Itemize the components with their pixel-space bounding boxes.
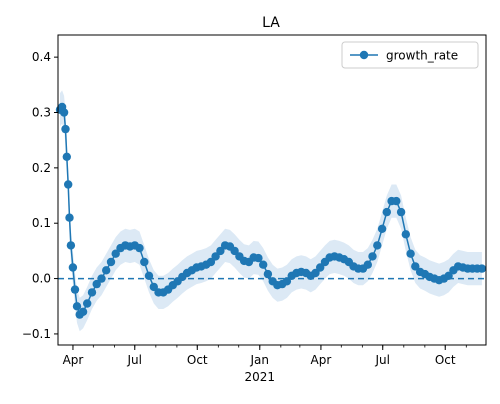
data-point <box>444 271 453 280</box>
data-point <box>363 260 372 269</box>
legend-marker <box>359 50 369 60</box>
x-tick-label: Oct <box>435 353 456 367</box>
data-point <box>477 264 487 273</box>
data-point <box>68 263 78 272</box>
y-tick-label: 0.1 <box>32 216 51 230</box>
legend-box <box>341 41 479 69</box>
data-point <box>140 257 149 267</box>
confidence-band-area <box>60 90 482 332</box>
data-point <box>149 282 158 292</box>
legend-label: growth_rate <box>386 49 458 63</box>
y-tick-label: 0.3 <box>32 106 51 120</box>
data-point <box>377 224 387 233</box>
x-tick-label: Jan <box>250 353 270 367</box>
data-point <box>392 196 401 206</box>
data-point <box>311 268 320 278</box>
data-point <box>92 279 101 289</box>
data-point <box>59 108 69 117</box>
x-tick-label: Oct <box>187 353 208 367</box>
data-point <box>72 302 82 311</box>
y-tick-label: 0.4 <box>32 50 51 64</box>
chart-title: LA <box>262 15 280 31</box>
data-point <box>406 249 415 258</box>
data-point <box>111 249 120 258</box>
data-point <box>282 277 292 286</box>
data-point <box>396 207 406 217</box>
data-point <box>411 262 420 271</box>
data-point <box>259 260 268 269</box>
axes: −0.1 0.0 0.1 0.2 0.3 0.4 Apr Jul Oct Jan Apr Jul Oct… <box>22 34 487 384</box>
data-point <box>97 274 106 283</box>
data-point <box>254 253 263 263</box>
y-tick-label: −0.1 <box>22 327 51 341</box>
data-point <box>263 269 273 279</box>
y-tick-label: 0.2 <box>32 161 51 175</box>
y-tick-label: 0.0 <box>32 272 51 286</box>
data-point <box>70 285 80 294</box>
series-growth-rate <box>55 102 487 319</box>
data-point <box>62 152 71 161</box>
data-point <box>135 243 144 253</box>
data-point <box>66 241 76 250</box>
data-point <box>230 246 239 256</box>
data-point <box>206 257 216 267</box>
x-tick-label: Jul <box>374 353 389 367</box>
data-point <box>216 246 225 256</box>
x-tick-label: Apr <box>311 353 332 367</box>
confidence-band <box>60 90 482 332</box>
data-point <box>63 180 73 189</box>
data-point <box>211 252 220 261</box>
data-point <box>78 307 88 316</box>
plot-frame <box>57 34 487 346</box>
data-point <box>61 124 70 134</box>
data-point <box>65 213 74 222</box>
data-point <box>382 207 391 217</box>
x-tick-label: Apr <box>63 353 84 367</box>
data-point <box>83 299 92 308</box>
data-point <box>106 257 116 267</box>
data-point <box>373 241 382 250</box>
x-year-label: 2021 <box>244 370 275 384</box>
data-point <box>401 230 410 239</box>
data-point <box>368 252 377 261</box>
data-point <box>102 266 111 275</box>
data-point <box>87 288 97 297</box>
data-point <box>316 263 325 272</box>
legend: growth_rate <box>341 41 479 69</box>
x-tick-label: Jul <box>127 353 142 367</box>
data-point <box>144 271 154 280</box>
